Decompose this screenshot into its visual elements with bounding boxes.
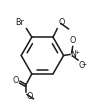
Text: +: + — [74, 50, 79, 55]
Text: O: O — [79, 61, 85, 70]
Text: O: O — [13, 76, 19, 85]
Text: O: O — [58, 18, 65, 27]
Text: N: N — [70, 50, 76, 59]
Text: −: − — [82, 61, 87, 66]
Text: O: O — [70, 36, 76, 45]
Text: Br: Br — [15, 18, 24, 27]
Text: O: O — [26, 92, 33, 101]
